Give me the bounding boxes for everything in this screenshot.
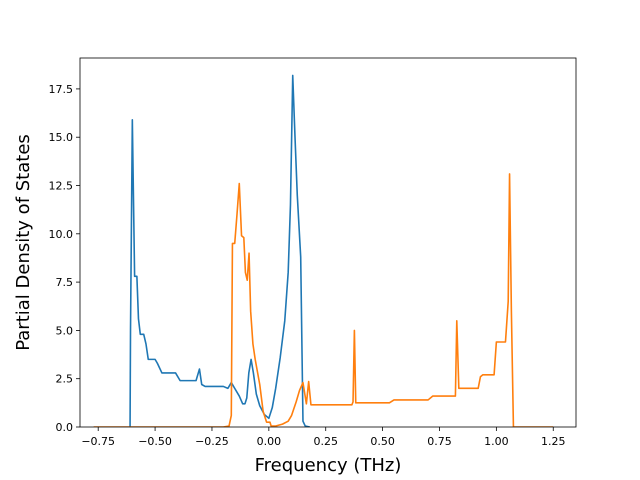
x-tick-label: 1.25 — [541, 435, 566, 448]
y-axis-label: Partial Density of States — [13, 134, 34, 351]
y-tick-label: 2.5 — [56, 373, 74, 386]
y-axis-ticks: 0.0 2.5 5.0 7.5 10.0 12.5 15.0 17.5 — [49, 83, 80, 434]
y-tick-label: 15.0 — [49, 131, 74, 144]
y-tick-label: 0.0 — [56, 421, 74, 434]
y-tick-label: 5.0 — [56, 324, 74, 337]
y-tick-label: 12.5 — [49, 180, 74, 193]
x-tick-label: −0.50 — [138, 435, 172, 448]
x-tick-label: 0.50 — [370, 435, 395, 448]
x-tick-label: −0.25 — [195, 435, 229, 448]
series-1-line — [129, 74, 310, 427]
x-axis-ticks: −0.75 −0.50 −0.25 0.00 0.25 0.50 0.75 1.00 1.25 — [81, 427, 565, 448]
x-tick-label: 0.75 — [427, 435, 452, 448]
x-tick-label: 1.00 — [484, 435, 509, 448]
y-tick-label: 17.5 — [49, 83, 74, 96]
x-tick-label: 0.25 — [313, 435, 338, 448]
series-layer — [93, 74, 554, 427]
axes-frame — [79, 57, 577, 428]
y-tick-label: 7.5 — [56, 276, 74, 289]
x-axis-label: Frequency (THz) — [255, 455, 402, 476]
y-tick-label: 10.0 — [49, 228, 74, 241]
x-tick-label: 0.00 — [257, 435, 282, 448]
series-2-line — [93, 173, 554, 427]
x-tick-label: −0.75 — [81, 435, 115, 448]
